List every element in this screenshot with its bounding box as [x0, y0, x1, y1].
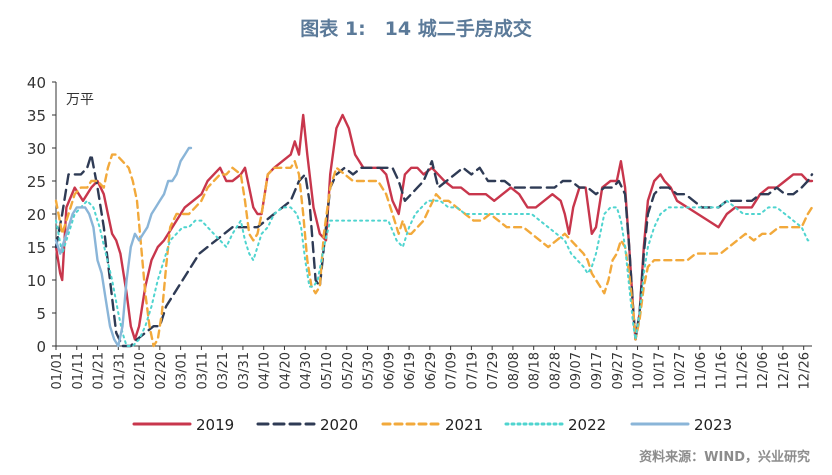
x-tick-label: 07/19: [465, 352, 480, 389]
x-tick-label: 11/26: [735, 352, 750, 389]
legend-label-2021: 2021: [445, 416, 483, 434]
y-tick-label: 20: [27, 206, 46, 224]
x-tick-label: 02/20: [154, 352, 169, 389]
x-tick-label: 08/18: [528, 352, 543, 389]
x-tick-label: 12/06: [756, 352, 771, 389]
source-note: 资料来源：WIND，兴业研究: [639, 450, 810, 465]
legend-label-2020: 2020: [320, 416, 358, 434]
series-line-2022: [55, 199, 813, 347]
y-tick-label: 10: [27, 272, 46, 290]
x-tick-label: 12/16: [777, 352, 792, 389]
x-tick-label: 02/10: [133, 352, 148, 389]
x-tick-label: 10/27: [673, 352, 688, 389]
series-line-2019: [54, 113, 814, 341]
series-line-2021: [54, 153, 814, 348]
x-tick-label: 01/11: [71, 352, 86, 389]
y-unit-label: 万平: [66, 92, 94, 108]
x-tick-label: 01/01: [50, 352, 65, 389]
page-title: 图表 1: 14 城二手房成交: [300, 18, 532, 40]
x-tick-label: 11/16: [715, 352, 730, 389]
x-tick-label: 07/09: [445, 352, 460, 389]
x-tick-label: 06/09: [382, 352, 397, 389]
y-tick-label: 5: [36, 305, 46, 323]
x-tick-label: 01/31: [112, 352, 127, 389]
x-tick-label: 06/19: [403, 352, 418, 389]
x-tick-label: 04/30: [299, 352, 314, 389]
legend-label-2022: 2022: [568, 416, 606, 434]
x-tick-label: 12/26: [798, 352, 813, 389]
legend-label-2019: 2019: [196, 416, 234, 434]
chart-legend: 2019 2020 2021 2022 2023: [132, 416, 732, 434]
x-tick-label: 05/30: [362, 352, 377, 389]
chart-series: [54, 113, 814, 348]
y-tick-label: 0: [36, 338, 46, 356]
x-tick-label: 07/29: [486, 352, 501, 389]
y-tick-label: 35: [27, 107, 46, 125]
x-tick-label: 01/21: [92, 352, 107, 389]
x-tick-label: 03/01: [175, 352, 190, 389]
series-line-2023: [54, 146, 193, 348]
x-tick-label: 03/21: [216, 352, 231, 389]
y-tick-label: 30: [27, 140, 46, 158]
x-tick-label: 04/10: [258, 352, 273, 389]
x-tick-label: 05/10: [320, 352, 335, 389]
x-tick-label: 04/20: [278, 352, 293, 389]
y-tick-label: 15: [27, 239, 46, 257]
x-tick-label: 05/20: [341, 352, 356, 389]
series-line-2020: [54, 153, 814, 348]
x-tick-label: 09/17: [590, 352, 605, 389]
x-tick-label: 08/08: [507, 352, 522, 389]
x-tick-label: 09/27: [611, 352, 626, 389]
x-tick-label: 09/07: [569, 352, 584, 389]
x-tick-label: 10/07: [632, 352, 647, 389]
x-tick-label: 11/06: [694, 352, 709, 389]
x-tick-label: 03/31: [237, 352, 252, 389]
y-tick-label: 25: [27, 173, 46, 191]
legend-label-2023: 2023: [694, 416, 732, 434]
x-tick-label: 10/17: [652, 352, 667, 389]
x-tick-label: 08/28: [548, 352, 563, 389]
chart-axes: 0 5 10 15 20 25 30 35 40 01/01 01/11 01/21 01/31 02/1…: [27, 74, 813, 389]
x-tick-label: 06/29: [424, 352, 439, 389]
x-tick-label: 03/11: [195, 352, 210, 389]
y-tick-label: 40: [27, 74, 46, 92]
